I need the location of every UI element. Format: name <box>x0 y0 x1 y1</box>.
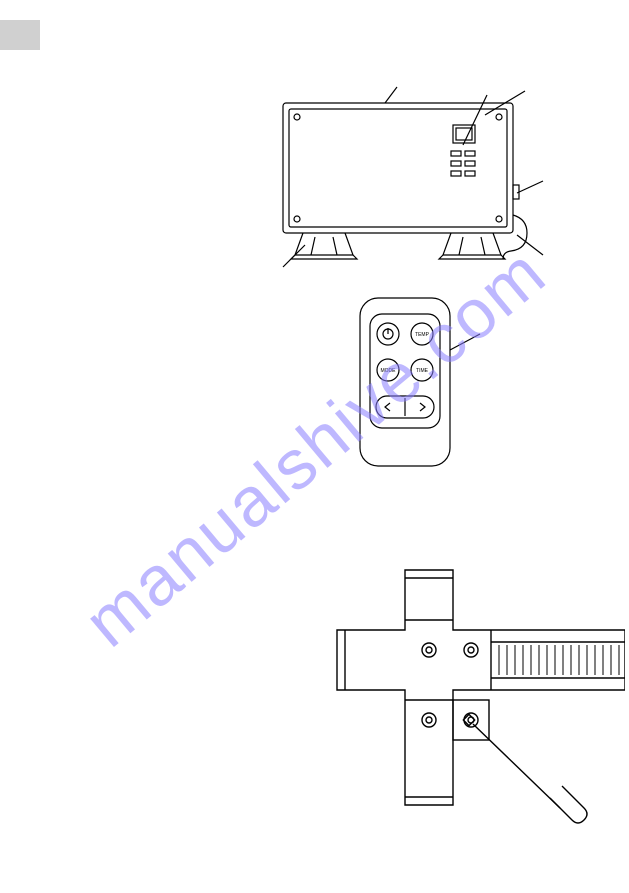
remote-btn-time: TIME <box>416 368 429 374</box>
page-tab <box>0 20 40 50</box>
foot-assembly-diagram <box>335 560 625 830</box>
remote-btn-temp: TEMP <box>415 332 430 338</box>
remote-diagram: TEMP MODE TIME <box>340 290 485 475</box>
heater-diagram <box>265 85 550 270</box>
remote-btn-mode: MODE <box>381 368 397 374</box>
